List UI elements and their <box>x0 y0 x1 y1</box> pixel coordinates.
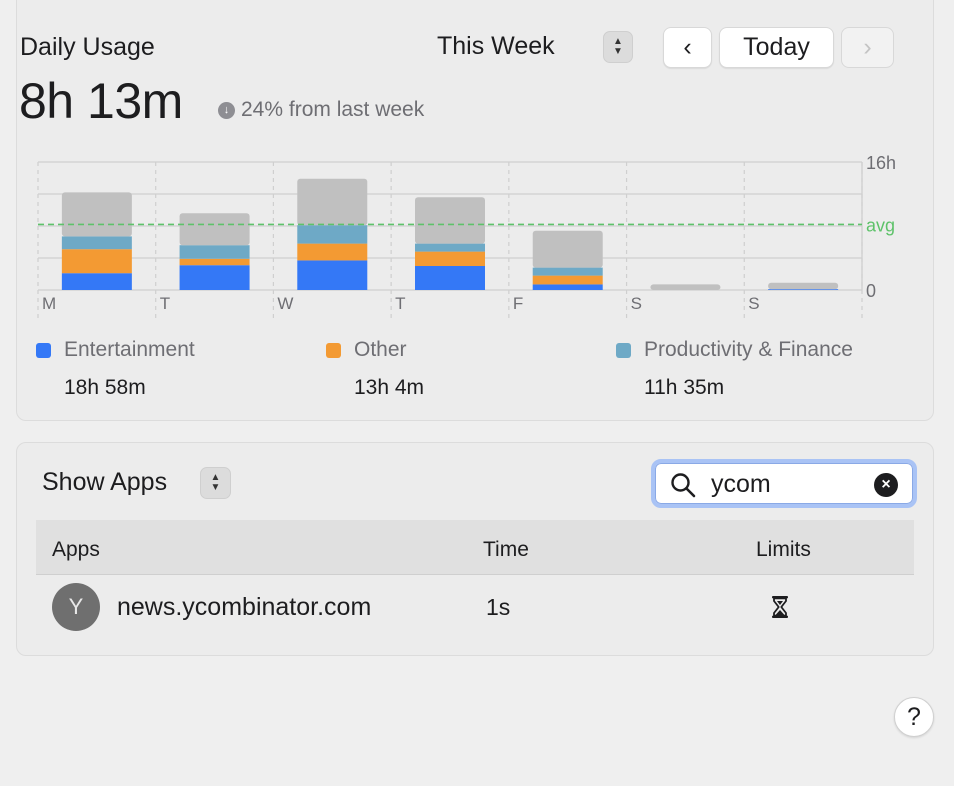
y-tick-label: avg <box>866 215 895 235</box>
legend-productivity-name: Productivity & Finance <box>644 338 853 361</box>
clear-search-icon[interactable]: × <box>874 473 898 497</box>
legend-entertainment-value: 18h 58m <box>64 376 146 399</box>
x-tick-label: W <box>277 294 293 313</box>
legend-other-name: Other <box>354 338 407 361</box>
total-usage-time: 8h 13m <box>19 73 183 129</box>
app-name: news.ycombinator.com <box>117 593 372 621</box>
bar-segment <box>532 267 603 276</box>
x-tick-label: F <box>513 294 523 313</box>
daily-usage-title: Daily Usage <box>20 33 155 61</box>
x-tick-label: T <box>395 294 405 313</box>
bar-segment <box>532 230 603 268</box>
bar-segment <box>415 251 485 266</box>
bar-segment <box>179 265 250 290</box>
bar-segment <box>650 284 721 290</box>
previous-button[interactable]: ‹ <box>663 27 712 68</box>
bar-segment <box>61 249 132 274</box>
entertainment-swatch <box>36 343 51 358</box>
app-time: 1s <box>486 594 511 620</box>
y-tick-label: 0 <box>866 281 876 301</box>
show-apps-stepper[interactable]: ▲ ▼ <box>200 467 231 499</box>
search-field[interactable]: × <box>651 459 917 508</box>
legend-entertainment-name: Entertainment <box>64 338 195 361</box>
table-row[interactable]: Y news.ycombinator.com 1s <box>36 576 914 638</box>
legend-productivity-value: 11h 35m <box>644 376 725 399</box>
bar-segment <box>532 275 603 285</box>
search-icon <box>671 473 696 498</box>
x-tick-label: S <box>748 294 759 313</box>
comparison-text: 24% from last week <box>241 98 425 121</box>
weekly-comparison: ↓ 24% from last week <box>218 98 424 122</box>
bar-segment <box>415 197 485 244</box>
app-avatar: Y <box>52 583 100 631</box>
column-header-apps[interactable]: Apps <box>52 538 100 561</box>
bar-segment <box>532 284 603 290</box>
bar-segment <box>415 243 485 252</box>
chevron-up-icon: ▲ <box>210 472 221 483</box>
daily-usage-chart: M T W T F S S 16h avg 0 <box>37 153 896 322</box>
x-tick-label: S <box>631 294 642 313</box>
show-apps-selector[interactable]: Show Apps <box>42 468 168 496</box>
bar-segment <box>61 236 132 250</box>
y-tick-label: 16h <box>866 153 896 173</box>
productivity-swatch <box>616 343 631 358</box>
chevron-down-icon: ▼ <box>613 46 623 57</box>
legend-other-value: 13h 4m <box>354 376 425 399</box>
chevron-down-icon: ▼ <box>210 482 221 493</box>
period-selector-label[interactable]: This Week <box>437 32 555 60</box>
bar-segment <box>415 266 485 290</box>
period-stepper[interactable]: ▲ ▼ <box>603 31 633 63</box>
arrow-down-circle-icon: ↓ <box>218 101 235 119</box>
bar-segment <box>297 225 368 244</box>
search-input[interactable] <box>711 469 866 499</box>
bar-segment <box>768 282 839 290</box>
bar-segment <box>297 178 368 226</box>
chevron-up-icon: ▲ <box>613 36 623 47</box>
apps-table-header: Apps Time Limits <box>36 520 914 575</box>
bar-segment <box>61 192 132 237</box>
bar-segment <box>179 245 250 259</box>
help-button[interactable]: ? <box>894 697 934 737</box>
other-swatch <box>326 343 341 358</box>
bar-segment <box>179 213 250 246</box>
column-header-limits[interactable]: Limits <box>756 538 811 561</box>
bar-segment <box>297 243 368 261</box>
x-tick-label: T <box>160 294 170 313</box>
bar-segment <box>61 273 132 290</box>
x-tick-label: M <box>42 294 56 313</box>
hourglass-icon[interactable] <box>771 595 789 619</box>
bar-segment <box>768 289 839 290</box>
today-button[interactable]: Today <box>719 27 834 68</box>
column-header-time[interactable]: Time <box>483 538 529 561</box>
next-button[interactable]: › <box>841 27 894 68</box>
bar-segment <box>179 258 250 266</box>
bar-segment <box>297 260 368 290</box>
